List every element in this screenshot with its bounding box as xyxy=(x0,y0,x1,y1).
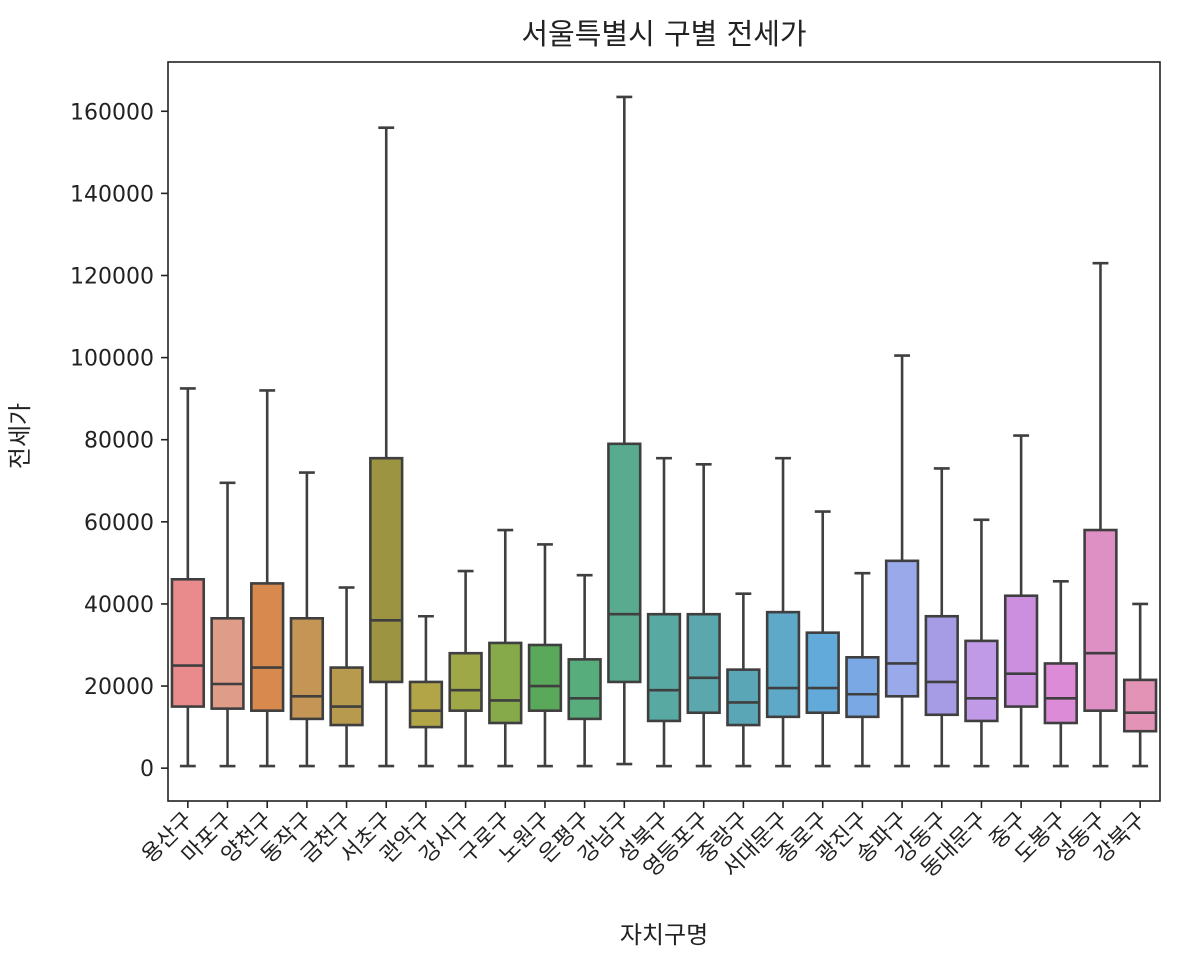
box-iqr xyxy=(527,643,563,712)
box-iqr xyxy=(726,668,761,727)
y-tick-label: 100000 xyxy=(70,347,154,372)
box-14 xyxy=(686,463,721,768)
y-tick-label: 60000 xyxy=(84,511,154,536)
box-iqr xyxy=(607,442,642,684)
plot-area xyxy=(167,61,1161,802)
y-tick-label: 0 xyxy=(140,757,154,782)
box-1 xyxy=(170,387,206,768)
chart-title: 서울특별시 구별 전세가 xyxy=(521,17,806,51)
box-iqr xyxy=(408,680,444,729)
box-iqr xyxy=(646,612,682,723)
box-iqr xyxy=(289,617,325,721)
box-10 xyxy=(527,543,563,768)
y-tick-label: 80000 xyxy=(84,429,154,454)
y-tick-label: 20000 xyxy=(84,675,154,700)
box-7 xyxy=(408,614,444,768)
y-tick-label: 160000 xyxy=(70,100,154,125)
box-16 xyxy=(765,456,801,768)
box-iqr xyxy=(369,456,404,684)
box-19 xyxy=(884,354,920,768)
box-4 xyxy=(289,471,325,768)
box-5 xyxy=(329,586,364,768)
box-11 xyxy=(567,573,602,768)
y-tick-label: 40000 xyxy=(84,593,154,618)
box-17 xyxy=(805,510,840,768)
box-20 xyxy=(924,467,959,768)
box-21 xyxy=(964,518,999,768)
box-13 xyxy=(646,456,682,768)
box-12 xyxy=(607,95,642,766)
y-tick-label: 140000 xyxy=(70,182,154,207)
box-iqr xyxy=(924,614,959,717)
box-iqr xyxy=(686,612,721,715)
box-iqr xyxy=(488,641,523,725)
box-18 xyxy=(845,571,880,768)
y-tick-label: 120000 xyxy=(70,264,154,289)
box-iqr xyxy=(845,656,880,719)
box-iqr xyxy=(567,658,602,721)
box-9 xyxy=(488,528,523,768)
box-iqr xyxy=(1043,662,1078,725)
x-axis: 용산구마포구양천구동작구금천구서초구관악구강서구구로구노원구은평구강남구성북구영… xyxy=(137,801,1150,882)
y-axis-label: 전세가 xyxy=(6,403,34,469)
y-axis: 0 20000 40000 60000 80000 100000 120000 140000 1… xyxy=(70,100,168,782)
box-iqr xyxy=(884,559,920,698)
box-iqr xyxy=(170,577,206,708)
box-iqr xyxy=(765,610,801,719)
box-2 xyxy=(210,481,245,768)
box-3 xyxy=(250,389,285,768)
box-iqr xyxy=(964,639,999,723)
box-25 xyxy=(1122,602,1158,768)
box-15 xyxy=(726,592,761,768)
box-iqr xyxy=(329,666,364,727)
box-iqr xyxy=(1083,528,1118,712)
box-22 xyxy=(1003,434,1039,768)
box-iqr xyxy=(210,617,245,710)
x-axis-label: 자치구명 xyxy=(620,921,708,949)
box-iqr xyxy=(1122,678,1158,733)
box-23 xyxy=(1043,580,1078,768)
box-6 xyxy=(369,126,404,768)
box-iqr xyxy=(448,651,483,712)
box-iqr xyxy=(805,631,840,715)
box-iqr xyxy=(1003,594,1039,708)
box-24 xyxy=(1083,261,1118,768)
box-8 xyxy=(448,569,483,768)
box-iqr xyxy=(250,582,285,712)
